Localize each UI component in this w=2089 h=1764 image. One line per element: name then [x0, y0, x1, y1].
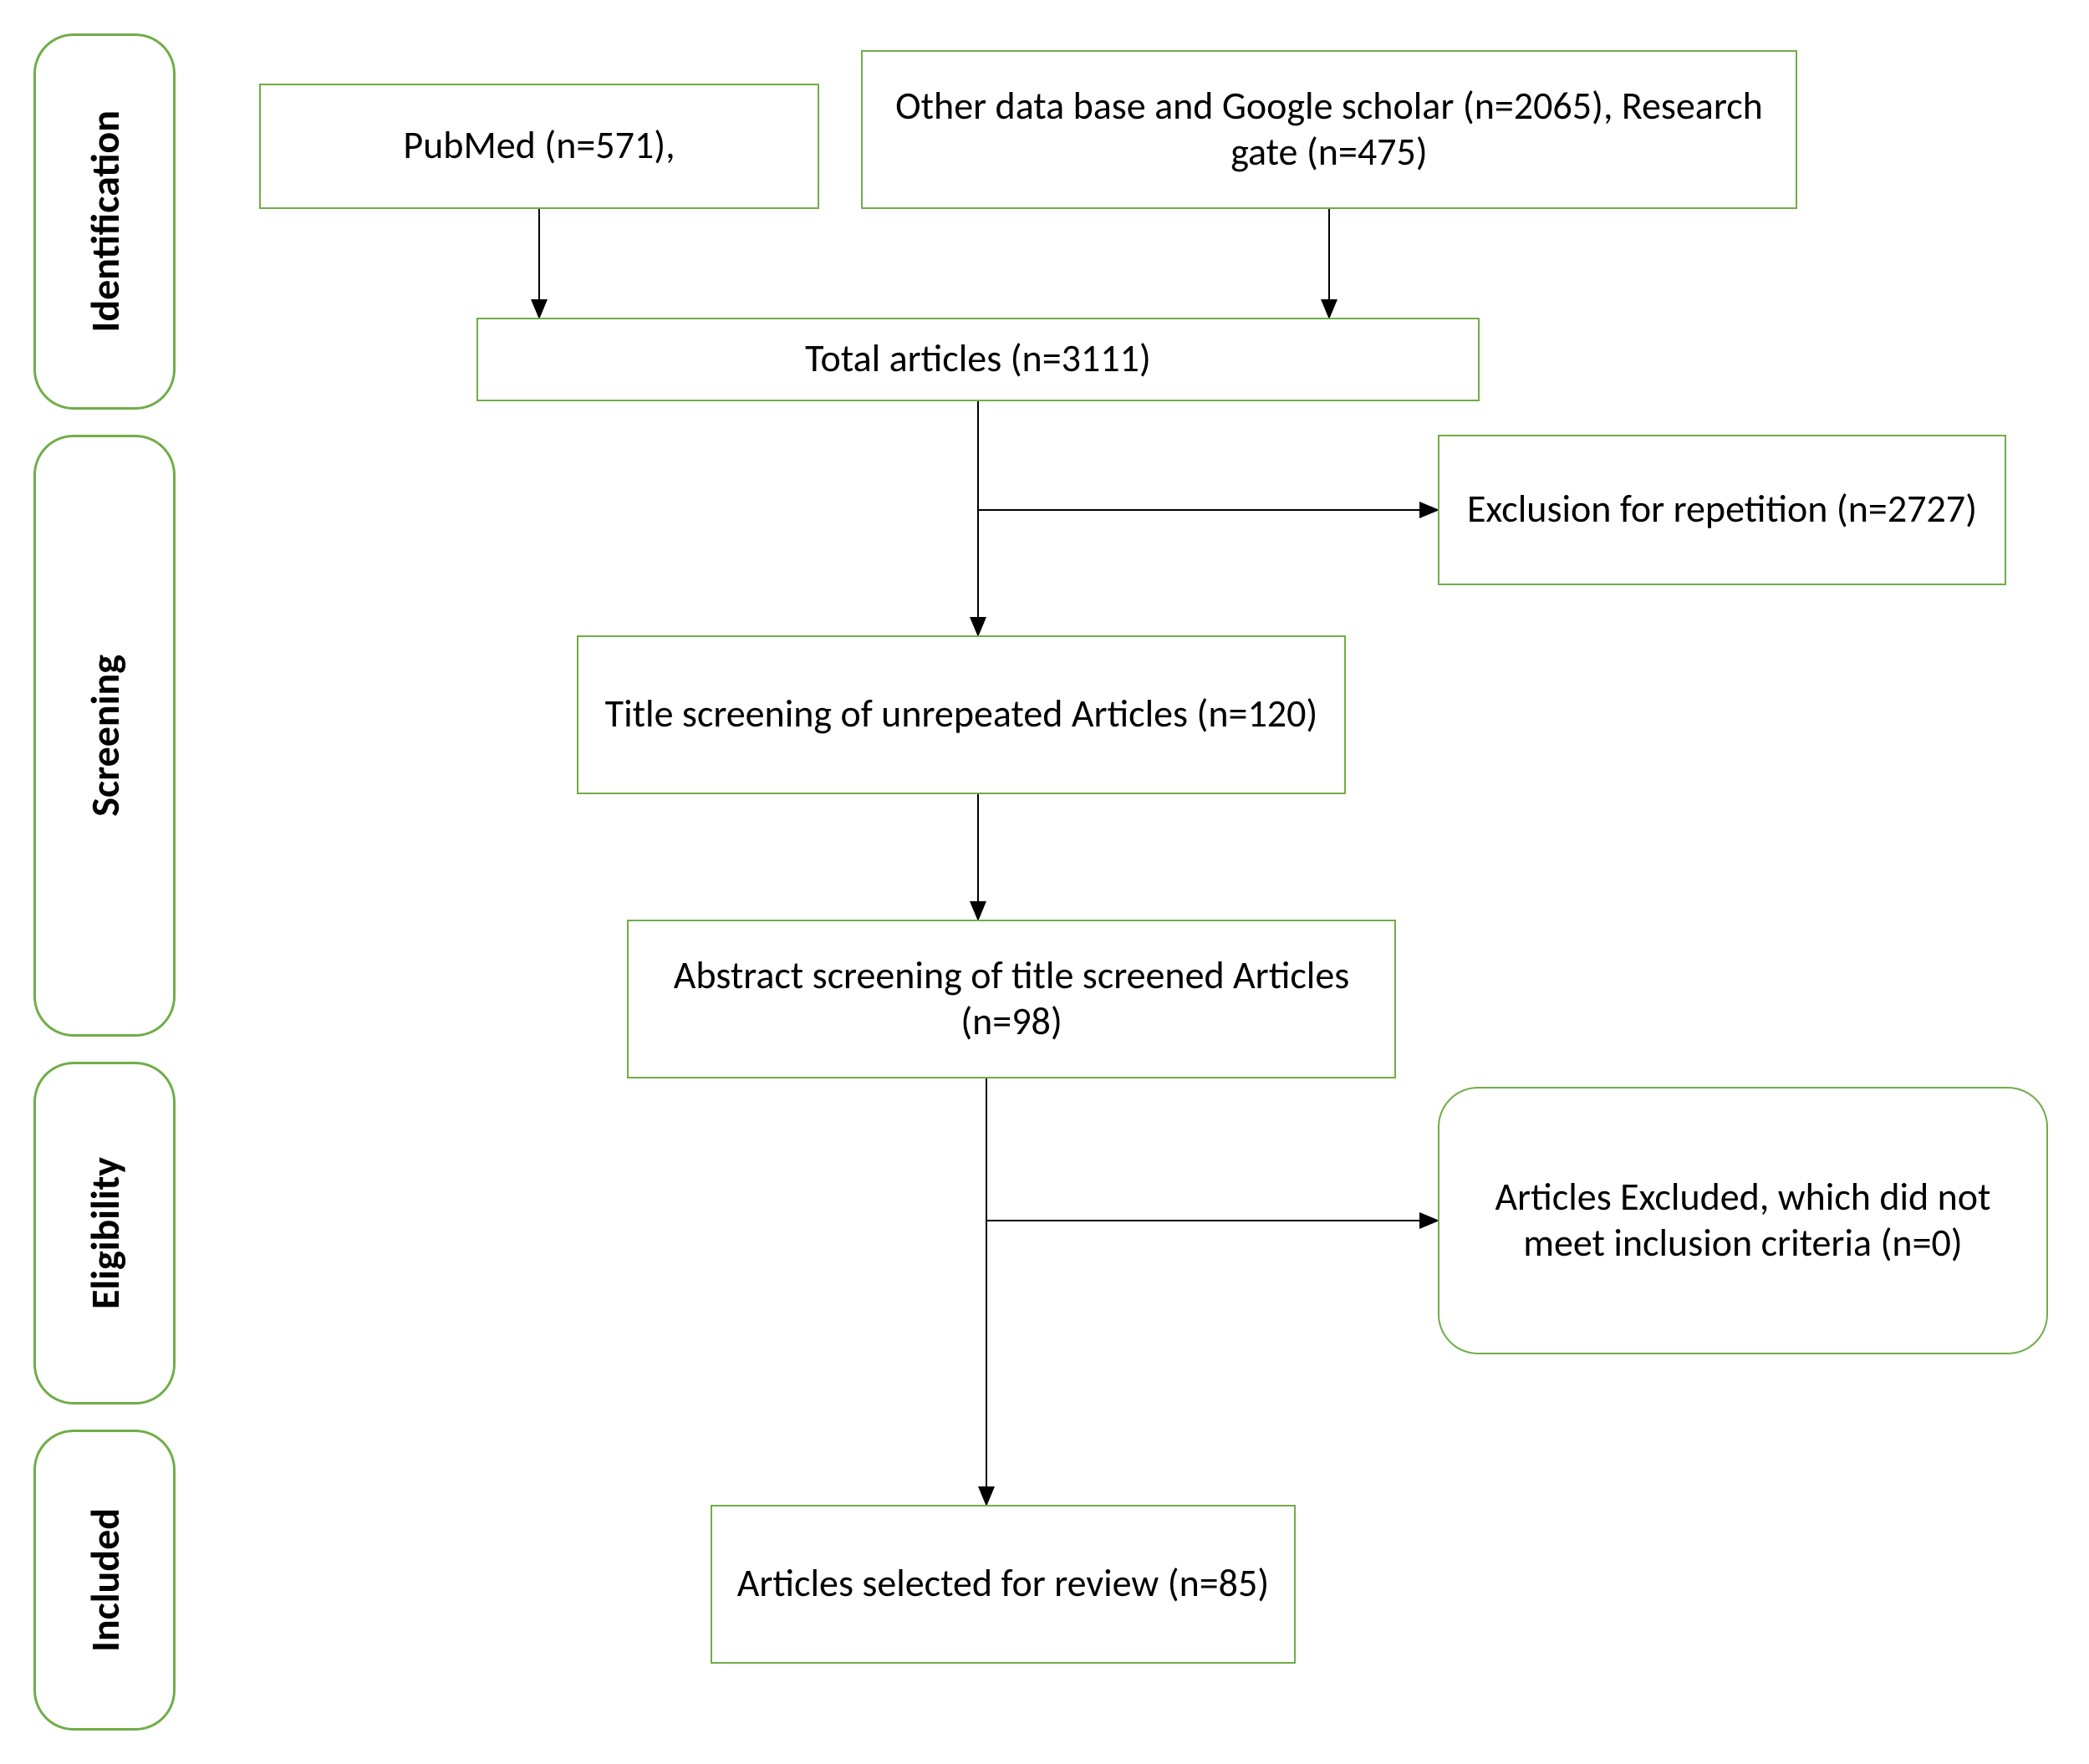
- phase-label-screening: Screening: [80, 655, 130, 817]
- node-label-abstract_screen: Abstract screening of title screened Art…: [644, 953, 1379, 1045]
- node-label-total: Total articles (n=3111): [805, 336, 1151, 382]
- node-excl_criteria: Articles Excluded, which did not meet in…: [1438, 1087, 2048, 1354]
- node-pubmed: PubMed (n=571),: [259, 84, 819, 209]
- flowchart-canvas: Identification Screening Eligibility Includ…: [0, 0, 2089, 1764]
- node-total: Total articles (n=3111): [476, 318, 1480, 401]
- node-label-other: Other data base and Google scholar (n=20…: [878, 84, 1781, 176]
- phase-eligibility: Eligibility: [33, 1062, 176, 1405]
- node-abstract_screen: Abstract screening of title screened Art…: [627, 920, 1396, 1078]
- node-label-pubmed: PubMed (n=571),: [403, 123, 675, 169]
- node-title_screen: Title screening of unrepeated Articles (…: [577, 635, 1346, 794]
- node-other: Other data base and Google scholar (n=20…: [861, 50, 1797, 209]
- phase-label-identification: Identification: [80, 110, 130, 332]
- phase-label-eligibility: Eligibility: [80, 1157, 130, 1309]
- node-label-excl_criteria: Articles Excluded, which did not meet in…: [1455, 1175, 2031, 1267]
- flow-lines: [0, 0, 2089, 1764]
- node-label-title_screen: Title screening of unrepeated Articles (…: [605, 691, 1318, 737]
- phase-screening: Screening: [33, 435, 176, 1037]
- phase-identification: Identification: [33, 33, 176, 410]
- node-label-selected: Articles selected for review (n=85): [737, 1561, 1269, 1607]
- phase-label-included: Included: [80, 1508, 130, 1652]
- node-excl_rep: Exclusion for repetition (n=2727): [1438, 435, 2006, 585]
- node-selected: Articles selected for review (n=85): [711, 1505, 1296, 1664]
- phase-included: Included: [33, 1430, 176, 1731]
- node-label-excl_rep: Exclusion for repetition (n=2727): [1467, 487, 1977, 533]
